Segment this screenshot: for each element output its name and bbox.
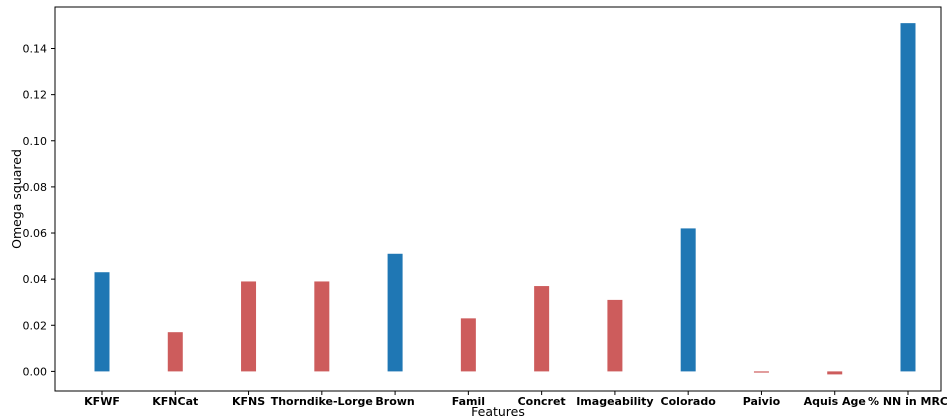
x-tick-label: Thorndike-Lorge xyxy=(271,395,373,408)
y-axis-ticks: 0.00 0.02 0.04 0.06 0.08 0.10 0.12 0.14 xyxy=(23,43,55,378)
bar xyxy=(753,371,769,373)
bar xyxy=(94,272,110,372)
bar xyxy=(387,253,403,372)
x-tick-label: Brown xyxy=(375,395,414,408)
bar xyxy=(827,371,843,375)
x-tick-label: Paivio xyxy=(743,395,781,408)
bars-group xyxy=(94,23,916,375)
y-tick-label: 0.14 xyxy=(23,43,48,56)
x-tick-label: KFNCat xyxy=(152,395,198,408)
x-tick-label: Famil xyxy=(452,395,485,408)
y-tick-label: 0.02 xyxy=(23,319,48,332)
bar xyxy=(607,299,623,372)
y-tick-label: 0.04 xyxy=(23,273,48,286)
y-tick-label: 0.08 xyxy=(23,181,48,194)
y-tick-label: 0.06 xyxy=(23,227,48,240)
bar xyxy=(314,281,330,372)
y-tick-label: 0.10 xyxy=(23,135,48,148)
bar xyxy=(167,332,183,372)
bar xyxy=(900,23,916,372)
y-tick-label: 0.00 xyxy=(23,365,48,378)
y-tick-label: 0.12 xyxy=(23,89,48,102)
plot-frame xyxy=(54,6,942,392)
x-tick-label: Concret xyxy=(518,395,566,408)
y-axis-title: Omega squared xyxy=(9,149,24,249)
bar xyxy=(534,286,550,372)
bar xyxy=(241,281,257,372)
x-tick-label: Aquis Age xyxy=(804,395,866,408)
x-tick-label: Colorado xyxy=(661,395,717,408)
x-tick-label: % NN in MRC xyxy=(868,395,947,408)
x-tick-label: Imageability xyxy=(576,395,653,408)
bar xyxy=(460,318,476,372)
x-axis-title: Features xyxy=(471,404,525,419)
x-tick-label: KFNS xyxy=(232,395,265,408)
x-tick-label: KFWF xyxy=(84,395,120,408)
x-axis-ticks: KFWF KFNCat KFNS Thorndike-Lorge Brown Famil C… xyxy=(84,391,947,408)
bar xyxy=(680,228,696,372)
